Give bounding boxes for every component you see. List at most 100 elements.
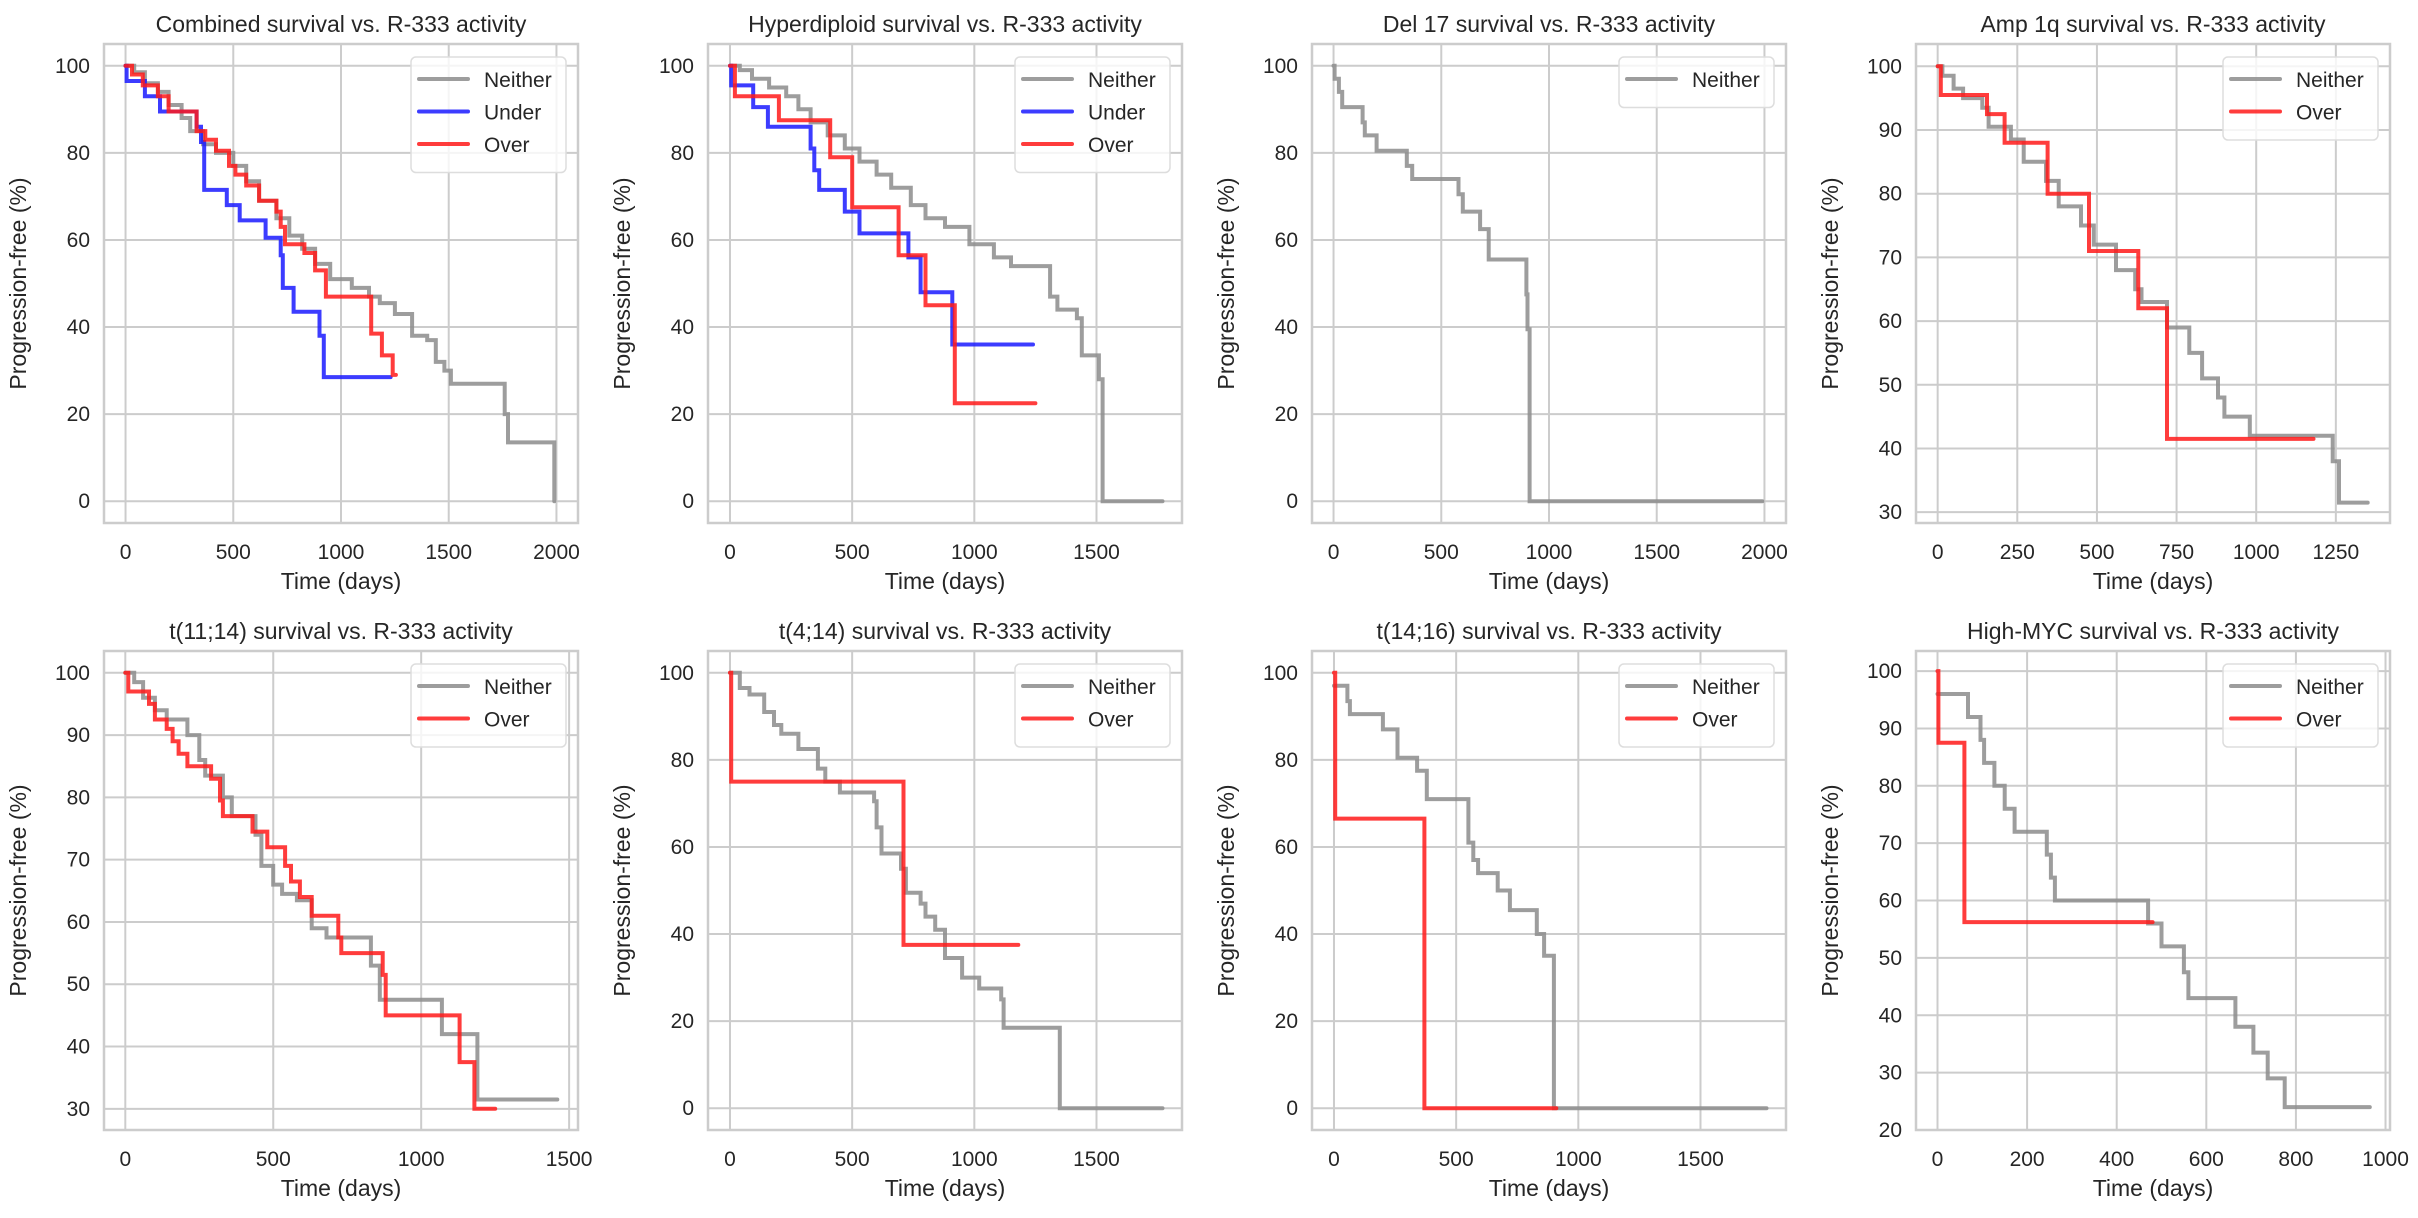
chart-panel-high-myc: High-MYC survival vs. R-333 activity 0 200… — [1817, 618, 2409, 1201]
x-tick-label: 500 — [835, 541, 870, 564]
x-tick-label: 500 — [256, 1148, 291, 1171]
y-tick-label: 80 — [1275, 749, 1298, 772]
series-line-neither — [728, 670, 1165, 1111]
x-tick-label: 1250 — [2312, 541, 2359, 564]
survival-curves — [123, 670, 560, 1111]
y-tick-label: 100 — [659, 55, 694, 78]
y-tick-label: 0 — [1286, 1097, 1298, 1120]
legend-label: Neither — [1692, 676, 1760, 699]
axes-frame — [1914, 649, 2392, 1132]
legend-item-neither: Neither — [2229, 676, 2364, 699]
chart-panel-hyperdiploid: Hyperdiploid survival vs. R-333 activity… — [609, 11, 1184, 594]
x-tick-label: 1000 — [2362, 1148, 2409, 1171]
legend-item-neither: Neither — [2229, 69, 2364, 92]
legend-label: Neither — [484, 676, 552, 699]
x-axis-label: Time (days) — [281, 568, 402, 594]
x-tick-label: 600 — [2189, 1148, 2224, 1171]
axes-frame — [706, 42, 1184, 525]
series-line-under — [123, 63, 393, 380]
legend: Neither Over — [410, 663, 567, 748]
y-tick-label: 30 — [1879, 501, 1902, 524]
series-line-over — [728, 63, 1038, 406]
y-tick-label: 80 — [67, 786, 90, 809]
y-tick-label: 100 — [1867, 55, 1902, 78]
legend: Neither Over — [2222, 56, 2379, 141]
series-line-neither — [1935, 692, 2372, 1110]
y-tick-label: 60 — [671, 229, 694, 252]
x-tick-label: 1500 — [1073, 541, 1120, 564]
x-axis-label: Time (days) — [885, 1175, 1006, 1201]
y-tick-label: 90 — [1879, 119, 1902, 142]
x-tick-label: 750 — [2159, 541, 2194, 564]
y-tick-label: 20 — [671, 1010, 694, 1033]
series-line-under — [728, 63, 1035, 347]
y-tick-label: 60 — [67, 911, 90, 934]
survival-curves — [1331, 63, 1765, 504]
y-tick-label: 100 — [1867, 660, 1902, 683]
x-tick-label: 0 — [1932, 1148, 1944, 1171]
series-line-over — [123, 63, 398, 377]
legend-label: Under — [484, 102, 541, 125]
x-tick-label: 0 — [724, 1148, 736, 1171]
survival-curves — [123, 63, 557, 504]
axes-frame — [102, 649, 580, 1132]
y-tick-label: 20 — [671, 403, 694, 426]
y-axis-label: Progression-free (%) — [1213, 177, 1239, 389]
y-tick-label: 70 — [1879, 832, 1902, 855]
y-tick-label: 40 — [1275, 316, 1298, 339]
y-tick-label: 50 — [67, 973, 90, 996]
x-tick-label: 0 — [119, 1148, 131, 1171]
legend-box — [1618, 56, 1775, 109]
y-tick-label: 0 — [78, 490, 90, 513]
x-tick-label: 500 — [1439, 1148, 1474, 1171]
y-tick-label: 60 — [1275, 836, 1298, 859]
chart-title: Amp 1q survival vs. R-333 activity — [1980, 11, 2326, 37]
x-tick-label: 400 — [2099, 1148, 2134, 1171]
y-tick-label: 80 — [671, 142, 694, 165]
series-line-neither — [123, 63, 557, 504]
x-tick-label: 0 — [724, 541, 736, 564]
x-axis-label: Time (days) — [2093, 1175, 2214, 1201]
y-tick-label: 50 — [1879, 947, 1902, 970]
x-tick-label: 0 — [1932, 541, 1944, 564]
x-tick-label: 2000 — [1741, 541, 1788, 564]
legend: Neither Over — [1014, 663, 1171, 748]
x-tick-label: 0 — [1328, 1148, 1340, 1171]
legend: Neither Over — [2222, 663, 2379, 748]
legend-item-over: Over — [417, 134, 530, 157]
legend-label: Neither — [2296, 69, 2364, 92]
y-axis-label: Progression-free (%) — [1213, 784, 1239, 996]
x-tick-label: 1500 — [1633, 541, 1680, 564]
legend-item-over: Over — [2229, 709, 2342, 732]
chart-panel-combined: Combined survival vs. R-333 activity 0 500… — [5, 11, 580, 594]
chart-title: t(14;16) survival vs. R-333 activity — [1376, 618, 1722, 644]
legend-label: Over — [484, 709, 530, 732]
y-tick-label: 70 — [1879, 246, 1902, 269]
y-tick-label: 30 — [1879, 1062, 1902, 1085]
x-tick-label: 500 — [2079, 541, 2114, 564]
chart-panel-t-14-16: t(14;16) survival vs. R-333 activity 0 500… — [1213, 618, 1788, 1201]
survival-curves — [1935, 669, 2372, 1110]
chart-panel-t-11-14: t(11;14) survival vs. R-333 activity 0 500… — [5, 618, 592, 1201]
series-line-over — [123, 670, 498, 1111]
legend-item-neither: Neither — [1021, 69, 1156, 92]
y-axis-label: Progression-free (%) — [1817, 784, 1843, 996]
y-tick-label: 40 — [671, 316, 694, 339]
legend-label: Under — [1088, 102, 1145, 125]
legend-label: Neither — [1692, 69, 1760, 92]
x-axis-label: Time (days) — [1489, 568, 1610, 594]
axes-frame — [1914, 42, 2392, 525]
legend-item-over: Over — [417, 709, 530, 732]
y-axis-label: Progression-free (%) — [609, 177, 635, 389]
x-tick-label: 1000 — [398, 1148, 445, 1171]
legend-item-over: Over — [1021, 134, 1134, 157]
x-tick-label: 1000 — [951, 541, 998, 564]
y-tick-label: 80 — [1879, 183, 1902, 206]
y-tick-label: 80 — [67, 142, 90, 165]
chart-title: Combined survival vs. R-333 activity — [156, 11, 527, 37]
y-tick-label: 60 — [671, 836, 694, 859]
series-line-over — [1935, 64, 2316, 441]
x-tick-label: 1500 — [1677, 1148, 1724, 1171]
chart-title: t(11;14) survival vs. R-333 activity — [169, 618, 513, 644]
legend-label: Over — [2296, 709, 2342, 732]
